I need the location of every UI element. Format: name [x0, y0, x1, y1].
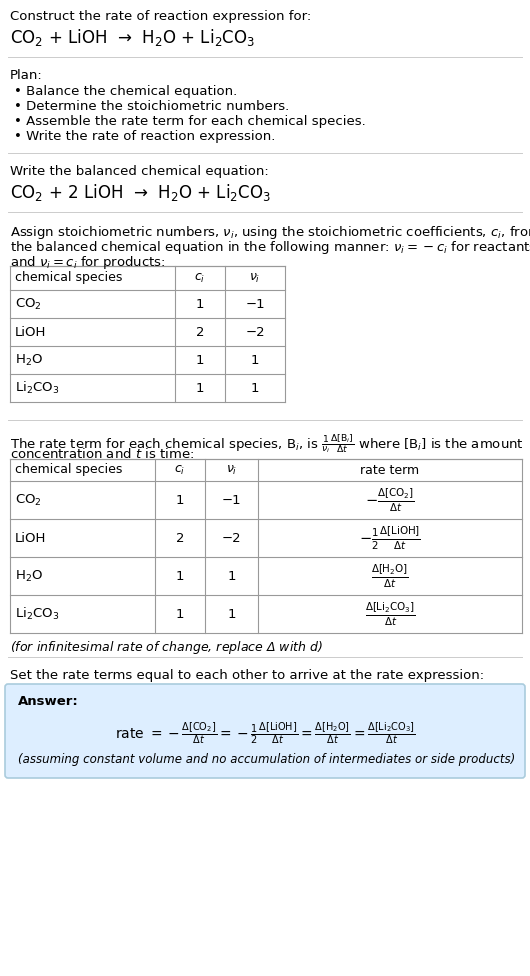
Text: 2: 2 — [176, 532, 184, 545]
Text: • Determine the stoichiometric numbers.: • Determine the stoichiometric numbers. — [14, 100, 289, 113]
Text: rate term: rate term — [360, 464, 420, 476]
Text: 2: 2 — [196, 326, 204, 339]
Text: $\nu_i$: $\nu_i$ — [249, 271, 261, 285]
Text: $c_i$: $c_i$ — [174, 464, 186, 476]
Text: • Balance the chemical equation.: • Balance the chemical equation. — [14, 85, 237, 98]
Text: −1: −1 — [222, 494, 241, 507]
Text: 1: 1 — [251, 382, 259, 394]
Text: (for infinitesimal rate of change, replace Δ with $d$): (for infinitesimal rate of change, repla… — [10, 639, 323, 656]
FancyBboxPatch shape — [5, 684, 525, 778]
Text: −1: −1 — [245, 298, 265, 310]
Text: $-\frac{\Delta[\mathrm{CO_2}]}{\Delta t}$: $-\frac{\Delta[\mathrm{CO_2}]}{\Delta t}… — [365, 486, 414, 513]
Text: H$_2$O: H$_2$O — [15, 352, 43, 368]
Text: • Write the rate of reaction expression.: • Write the rate of reaction expression. — [14, 130, 276, 143]
Text: 1: 1 — [227, 607, 236, 621]
Text: Write the balanced chemical equation:: Write the balanced chemical equation: — [10, 165, 269, 178]
Text: LiOH: LiOH — [15, 532, 47, 545]
Text: $\frac{\Delta[\mathrm{H_2O}]}{\Delta t}$: $\frac{\Delta[\mathrm{H_2O}]}{\Delta t}$ — [371, 562, 409, 590]
Text: and $\nu_i = c_i$ for products:: and $\nu_i = c_i$ for products: — [10, 254, 165, 271]
Text: 1: 1 — [176, 607, 184, 621]
Text: −2: −2 — [245, 326, 265, 339]
Text: Li$_2$CO$_3$: Li$_2$CO$_3$ — [15, 380, 59, 396]
Text: CO$_2$: CO$_2$ — [15, 493, 42, 508]
Text: H$_2$O: H$_2$O — [15, 568, 43, 584]
Text: CO$_2$: CO$_2$ — [15, 297, 42, 311]
Text: 1: 1 — [176, 570, 184, 583]
Text: LiOH: LiOH — [15, 326, 47, 339]
Text: Li$_2$CO$_3$: Li$_2$CO$_3$ — [15, 606, 59, 622]
Text: $\frac{\Delta[\mathrm{Li_2CO_3}]}{\Delta t}$: $\frac{\Delta[\mathrm{Li_2CO_3}]}{\Delta… — [365, 600, 416, 628]
Text: $c_i$: $c_i$ — [195, 271, 206, 285]
Text: Assign stoichiometric numbers, $\nu_i$, using the stoichiometric coefficients, $: Assign stoichiometric numbers, $\nu_i$, … — [10, 224, 530, 241]
Text: (assuming constant volume and no accumulation of intermediates or side products): (assuming constant volume and no accumul… — [18, 753, 515, 766]
Text: 1: 1 — [196, 353, 204, 367]
Text: 1: 1 — [196, 298, 204, 310]
Text: 1: 1 — [251, 353, 259, 367]
Text: Set the rate terms equal to each other to arrive at the rate expression:: Set the rate terms equal to each other t… — [10, 669, 484, 682]
Text: Construct the rate of reaction expression for:: Construct the rate of reaction expressio… — [10, 10, 311, 23]
Text: chemical species: chemical species — [15, 271, 122, 284]
Text: CO$_2$ + 2 LiOH  →  H$_2$O + Li$_2$CO$_3$: CO$_2$ + 2 LiOH → H$_2$O + Li$_2$CO$_3$ — [10, 182, 271, 203]
Text: $-\frac{1}{2}\frac{\Delta[\mathrm{LiOH}]}{\Delta t}$: $-\frac{1}{2}\frac{\Delta[\mathrm{LiOH}]… — [359, 524, 421, 551]
Text: The rate term for each chemical species, B$_i$, is $\frac{1}{\nu_i}\frac{\Delta[: The rate term for each chemical species,… — [10, 432, 524, 455]
Text: chemical species: chemical species — [15, 464, 122, 476]
Text: −2: −2 — [222, 532, 241, 545]
Text: 1: 1 — [227, 570, 236, 583]
Text: 1: 1 — [196, 382, 204, 394]
Text: 1: 1 — [176, 494, 184, 507]
Text: CO$_2$ + LiOH  →  H$_2$O + Li$_2$CO$_3$: CO$_2$ + LiOH → H$_2$O + Li$_2$CO$_3$ — [10, 27, 255, 48]
Text: • Assemble the rate term for each chemical species.: • Assemble the rate term for each chemic… — [14, 115, 366, 128]
Text: Answer:: Answer: — [18, 695, 79, 708]
Text: $\nu_i$: $\nu_i$ — [226, 464, 237, 476]
Text: rate $= -\frac{\Delta[\mathrm{CO_2}]}{\Delta t} = -\frac{1}{2}\frac{\Delta[\math: rate $= -\frac{\Delta[\mathrm{CO_2}]}{\D… — [114, 720, 416, 746]
Text: the balanced chemical equation in the following manner: $\nu_i = -c_i$ for react: the balanced chemical equation in the fo… — [10, 239, 530, 256]
Text: Plan:: Plan: — [10, 69, 43, 82]
Text: concentration and $t$ is time:: concentration and $t$ is time: — [10, 447, 194, 461]
